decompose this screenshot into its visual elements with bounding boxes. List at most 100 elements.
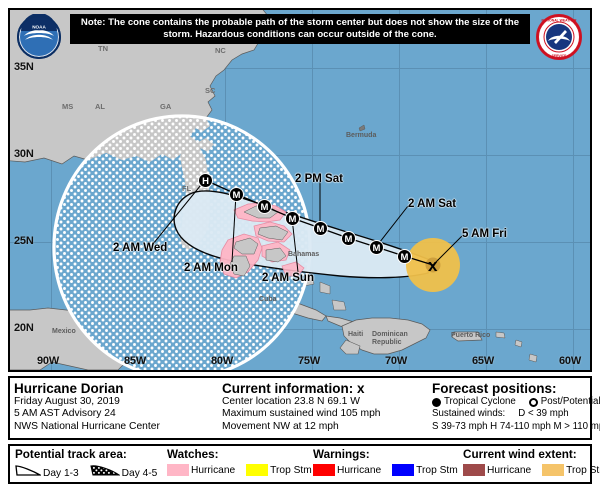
current-information-heading: Current information: x: [222, 381, 428, 396]
cone-day-4-5-outline: [52, 114, 312, 370]
forecast-positions-column: Forecast positions: Tropical Cyclone Pos…: [428, 378, 600, 438]
storm-identity-column: Hurricane Dorian Friday August 30, 2019 …: [10, 378, 218, 438]
callout-2am-wed: 2 AM Wed: [113, 242, 168, 254]
cone-day13-label: Day 1-3: [43, 467, 79, 479]
svg-text:NATIONAL WEATHER: NATIONAL WEATHER: [541, 19, 577, 23]
land-andros-n-top: [233, 237, 259, 255]
track-point-2am-wed[interactable]: H: [198, 173, 213, 188]
svg-text:SERVICE: SERVICE: [552, 54, 568, 58]
leader-2am-sat: [375, 205, 409, 248]
post-potential-tc-label: Post/Potential TC: [540, 396, 600, 407]
legend-watches: Watches: Hurricane Trop Stm: [162, 446, 312, 482]
land-anguilla: [514, 339, 523, 348]
track-point-2am-mon[interactable]: M: [285, 211, 300, 226]
place-label-bahamas: Bahamas: [288, 251, 320, 258]
current-position-marker[interactable]: x: [428, 256, 438, 275]
current-information-column: Current information: x Center location 2…: [218, 378, 428, 438]
gridline-lon-65w: [486, 10, 487, 370]
track-point-2pm-sun[interactable]: M: [313, 221, 328, 236]
lon-label-90w: 90W: [37, 355, 60, 367]
potential-track-title: Potential track area:: [15, 448, 127, 461]
callout-2am-sun: 2 PM Sat: [295, 173, 343, 185]
depression-range: D < 39 mph: [518, 408, 569, 420]
warning-trop-stm-swatch: [392, 464, 415, 476]
wind-extent-hurricane-label: Hurricane: [487, 464, 532, 476]
tropical-cyclone-icon: [432, 397, 441, 407]
lon-label-65w: 65W: [472, 355, 495, 367]
land-antigua: [528, 353, 538, 363]
wind-extent-swatches: Hurricane Trop Stm: [463, 464, 600, 476]
track-point-2pm-sat[interactable]: M: [369, 240, 384, 255]
watch-hurricane-label: Hurricane: [191, 464, 236, 476]
cone-day45-icon: [90, 464, 121, 482]
land-abaco-top: [257, 225, 289, 241]
wind-extent-hurricane-swatch: [463, 464, 485, 476]
cone-day13-icon: [15, 464, 43, 482]
warnings-title: Warnings:: [313, 448, 370, 461]
land-haiti-south-peninsula: [339, 339, 361, 355]
land-eleuthera-top: [265, 247, 287, 263]
center-location: Center location 23.8 N 69.1 W: [222, 396, 360, 407]
wind-scale-ranges: S 39-73 mph H 74-110 mph M > 110 mph: [432, 420, 600, 432]
land-andros-s-top: [229, 255, 251, 277]
map-geography: [10, 10, 538, 370]
place-label-dominican-republic: Dominican Republic: [372, 331, 408, 346]
lon-label-80w: 80W: [211, 355, 234, 367]
current-information-label: Current information:: [222, 381, 354, 396]
state-label-tn: TN: [98, 44, 108, 53]
watches-swatches: Hurricane Trop Stm: [167, 464, 312, 476]
noaa-logo: NOAA: [16, 13, 62, 65]
callout-5am-fri: 5 AM Fri: [462, 228, 507, 240]
track-point-2am-sat[interactable]: M: [397, 249, 412, 264]
storm-info-panel: Hurricane Dorian Friday August 30, 2019 …: [8, 376, 600, 440]
sustained-winds-label: Sustained winds:: [432, 408, 506, 420]
place-label-mexico: Mexico: [52, 328, 76, 335]
forecast-map[interactable]: 35N 30N 25N 20N 90W 85W 80W 75W 70W 65W …: [8, 8, 592, 372]
place-label-haiti: Haiti: [348, 331, 364, 338]
forecast-symbol-row: Tropical Cyclone Post/Potential TC: [432, 396, 600, 408]
callout-2pm-sat: 2 AM Sun: [262, 272, 314, 284]
land-bermuda: [358, 124, 366, 132]
lon-label-60w: 60W: [559, 355, 582, 367]
leader-2pm-sat: [291, 217, 299, 273]
lat-label-35n: 35N: [14, 61, 34, 73]
warning-hurricane-swatch: [313, 464, 335, 476]
warning-trop-stm-label: Trop Stm: [416, 464, 458, 476]
leader-2am-mon: [231, 193, 237, 263]
current-position-symbol-icon: x: [357, 381, 365, 396]
leader-2am-wed: [152, 179, 206, 245]
potential-track-swatches: Day 1-3 Day 4-5: [15, 464, 162, 482]
gridline-lat-20n: [10, 329, 590, 330]
sustained-winds-row: Sustained winds: D < 39 mph: [432, 408, 590, 420]
cone-day45-label: Day 4-5: [121, 467, 158, 479]
state-label-ms: MS: [62, 102, 74, 111]
storm-agency: NWS National Hurricane Center: [14, 420, 160, 432]
storm-advisory: 5 AM AST Advisory 24: [14, 408, 116, 420]
warning-hurricane-label: Hurricane: [337, 464, 382, 476]
lat-label-25n: 25N: [14, 235, 34, 247]
cone-disclaimer-note: Note: The cone contains the probable pat…: [70, 14, 530, 45]
legend-panel: Potential track area: Day 1-3: [8, 444, 600, 484]
lat-label-30n: 30N: [14, 148, 34, 160]
place-label-cuba: Cuba: [259, 296, 277, 303]
storm-name: Hurricane Dorian: [14, 381, 124, 396]
watches-title: Watches:: [167, 448, 219, 461]
place-label-puerto-rico: Puerto Rico: [451, 332, 491, 339]
land-acklins: [319, 281, 331, 295]
callout-2am-sat: 2 AM Sat: [408, 198, 457, 210]
lon-label-70w: 70W: [385, 355, 408, 367]
track-point-2am-tue-b[interactable]: M: [229, 187, 244, 202]
gridline-lat-30n: [10, 155, 590, 156]
land-virgin-islands: [495, 331, 506, 339]
max-sustained-wind: Maximum sustained wind 105 mph: [222, 408, 381, 420]
track-point-2am-sun[interactable]: M: [341, 231, 356, 246]
wind-extent-trop-stm-swatch: [542, 464, 565, 476]
gridline-lon-70w: [399, 10, 400, 370]
warnings-swatches: Hurricane Trop Stm: [313, 464, 458, 476]
track-point-2am-tue[interactable]: M: [257, 199, 272, 214]
wind-extent-trop-stm-label: Trop Stm: [566, 464, 600, 476]
legend-wind-extent: Current wind extent: Hurricane Trop Stm: [458, 446, 600, 482]
gridline-lon-90w: [51, 10, 52, 370]
land-puerto-rico: [451, 331, 483, 342]
